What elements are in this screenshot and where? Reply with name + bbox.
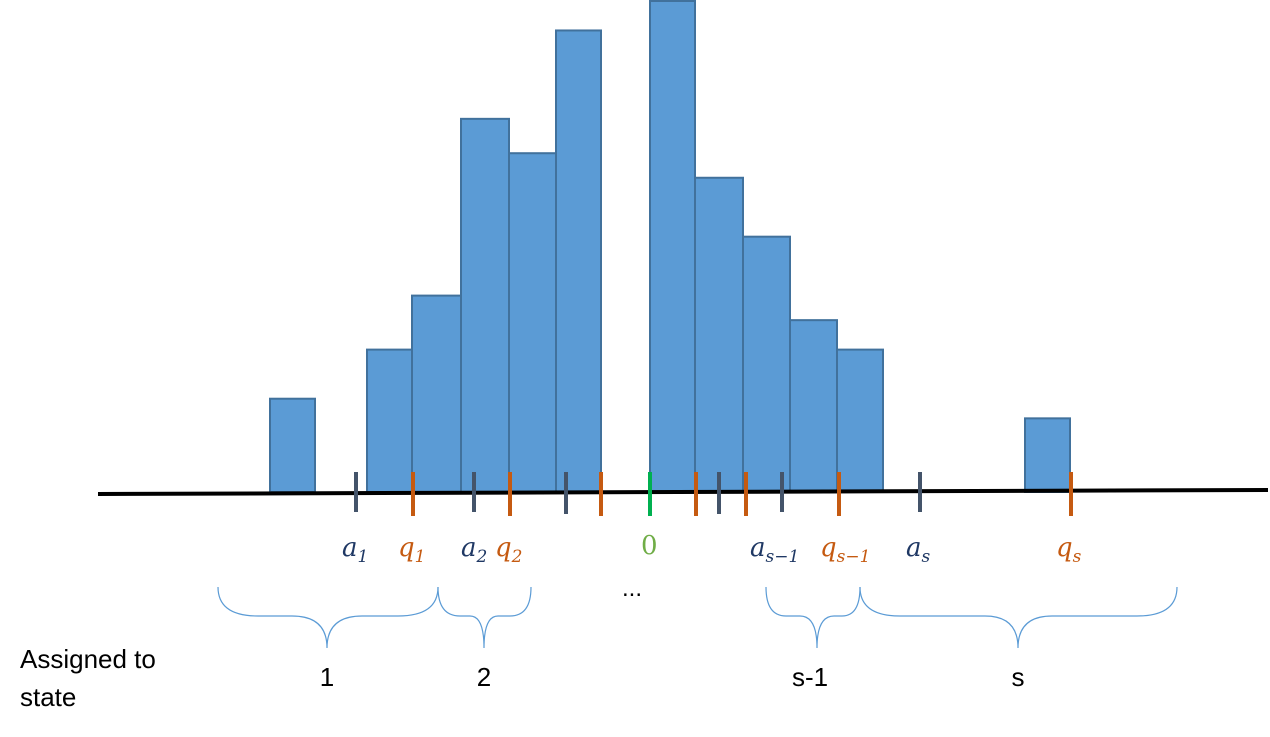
state-label-2: 2 (477, 662, 491, 692)
label-q2: q2 (495, 533, 522, 567)
histogram-bar (508, 152, 557, 494)
label-a-s-minus-1: as−1 (750, 533, 799, 567)
brace-state-2 (437, 586, 532, 649)
histogram-bar (555, 29, 602, 494)
histogram-bar (366, 348, 413, 493)
state-label-1: 1 (320, 662, 334, 692)
assigned-to-state-caption: Assigned to state (20, 644, 156, 712)
state-labels: 1 2 s-1 s (320, 662, 1025, 692)
brace-state-s-minus-1 (765, 586, 861, 649)
brace-state-s (859, 586, 1178, 649)
histogram-bar (836, 348, 884, 493)
histogram-bar (269, 397, 316, 493)
state-label-s: s (1012, 662, 1025, 692)
threshold-labels: a1 q1 a2 q2 0 as−1 qs−1 as qs ... (342, 531, 1082, 602)
state-braces (217, 586, 1178, 649)
histogram-bar (1024, 417, 1071, 494)
label-a1: a1 (342, 533, 368, 567)
histogram-bar (649, 0, 696, 493)
histogram-bar (411, 294, 462, 493)
label-q1: q1 (398, 533, 425, 567)
histogram-bar (460, 117, 510, 493)
state-label-s-minus-1: s-1 (792, 662, 828, 692)
label-q-s: qs (1056, 533, 1082, 567)
histogram-bar (742, 235, 791, 493)
histogram-bars (269, 0, 1071, 494)
histogram-bar (789, 319, 838, 493)
label-q-s-minus-1: qs−1 (820, 533, 870, 567)
label-a2: a2 (461, 533, 487, 567)
ellipsis: ... (622, 575, 642, 602)
histogram-bar (694, 176, 744, 493)
label-zero: 0 (641, 531, 658, 561)
brace-state-1 (217, 586, 439, 649)
label-a-s: as (906, 533, 931, 567)
threshold-ticks (354, 472, 1073, 516)
